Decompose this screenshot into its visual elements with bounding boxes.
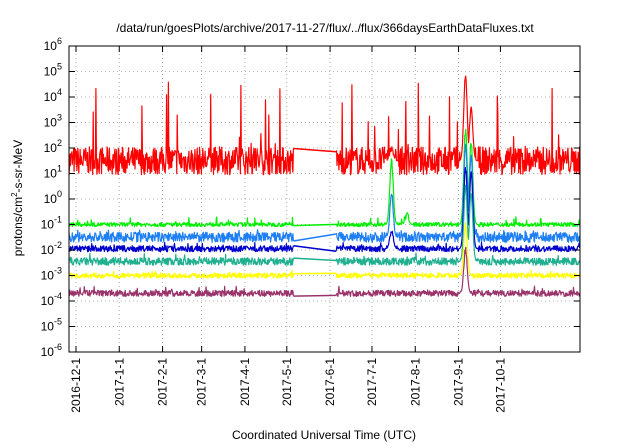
y-tick-label: 104 — [44, 87, 62, 104]
plot-frame — [68, 45, 581, 353]
x-tick-label: 2017-4-1 — [238, 358, 252, 406]
y-tick-label: 10-1 — [41, 215, 62, 232]
y-tick-label: 10-2 — [41, 240, 62, 257]
series-segment — [335, 143, 581, 243]
series-line — [68, 143, 581, 243]
gap-connector — [293, 233, 337, 242]
y-tick-label: 103 — [44, 113, 62, 130]
y-tick-label: 101 — [44, 164, 62, 181]
data-series — [68, 75, 581, 297]
y-axis-label: protons/cm2-s-sr-MeV — [10, 140, 25, 256]
series-segment — [335, 75, 581, 176]
series-line — [68, 167, 581, 253]
series-segment — [68, 242, 294, 253]
series-segment — [68, 252, 294, 266]
series-segment — [68, 81, 294, 176]
y-tick-label: 10-3 — [41, 266, 62, 283]
x-tick-label: 2017-3-1 — [195, 358, 209, 406]
series-line — [68, 222, 581, 279]
series-segment — [68, 269, 294, 279]
series-line — [68, 184, 581, 266]
grid — [69, 45, 580, 353]
x-tick-label: 2017-2-1 — [156, 358, 170, 406]
y-tick-label: 10-6 — [41, 342, 62, 359]
y-tick-label: 100 — [44, 189, 62, 206]
series-segment — [68, 216, 294, 228]
x-axis-label: Coordinated Universal Time (UTC) — [232, 428, 416, 442]
series-segment — [335, 128, 581, 228]
gap-connector — [293, 294, 337, 297]
y-tick-label: 10-5 — [41, 317, 62, 334]
series-line — [68, 128, 581, 228]
x-tick-label: 2017-8-1 — [408, 358, 422, 406]
x-tick-label: 2017-10-1 — [493, 358, 507, 413]
gap-connector — [293, 223, 337, 227]
series-segment — [335, 246, 581, 297]
chart-title: /data/run/goesPlots/archive/2017-11-27/f… — [116, 21, 534, 35]
series-segment — [335, 167, 581, 253]
y-tick-label: 10-4 — [41, 291, 62, 308]
x-tick-label: 2017-6-1 — [323, 358, 337, 406]
x-tick-labels: 2016-12-1 2017-1-1 2017-2-1 2017-3-1 2017-4-… — [69, 358, 507, 413]
x-tick-label: 2017-1-1 — [112, 358, 126, 406]
gap-connector — [293, 245, 337, 253]
series-line — [68, 75, 581, 176]
series-line — [68, 246, 581, 297]
y-tick-label: 106 — [44, 36, 62, 53]
x-tick-label: 2017-5-1 — [280, 358, 294, 406]
series-segment — [335, 184, 581, 266]
y-tick-labels: 10-6 10-5 10-4 10-3 10-2 10-1 100 101 102 103 104 1… — [41, 36, 62, 359]
series-segment — [68, 229, 294, 243]
series-segment — [335, 222, 581, 279]
x-tick-label: 2017-7-1 — [365, 358, 379, 406]
series-segment — [68, 285, 294, 297]
gap-connector — [293, 147, 337, 153]
y-tick-label: 102 — [44, 138, 62, 155]
gap-connector — [293, 272, 337, 275]
x-tick-label: 2017-9-1 — [452, 358, 466, 406]
y-tick-label: 105 — [44, 62, 62, 79]
x-tick-label: 2016-12-1 — [69, 358, 83, 413]
gap-connector — [293, 257, 337, 262]
